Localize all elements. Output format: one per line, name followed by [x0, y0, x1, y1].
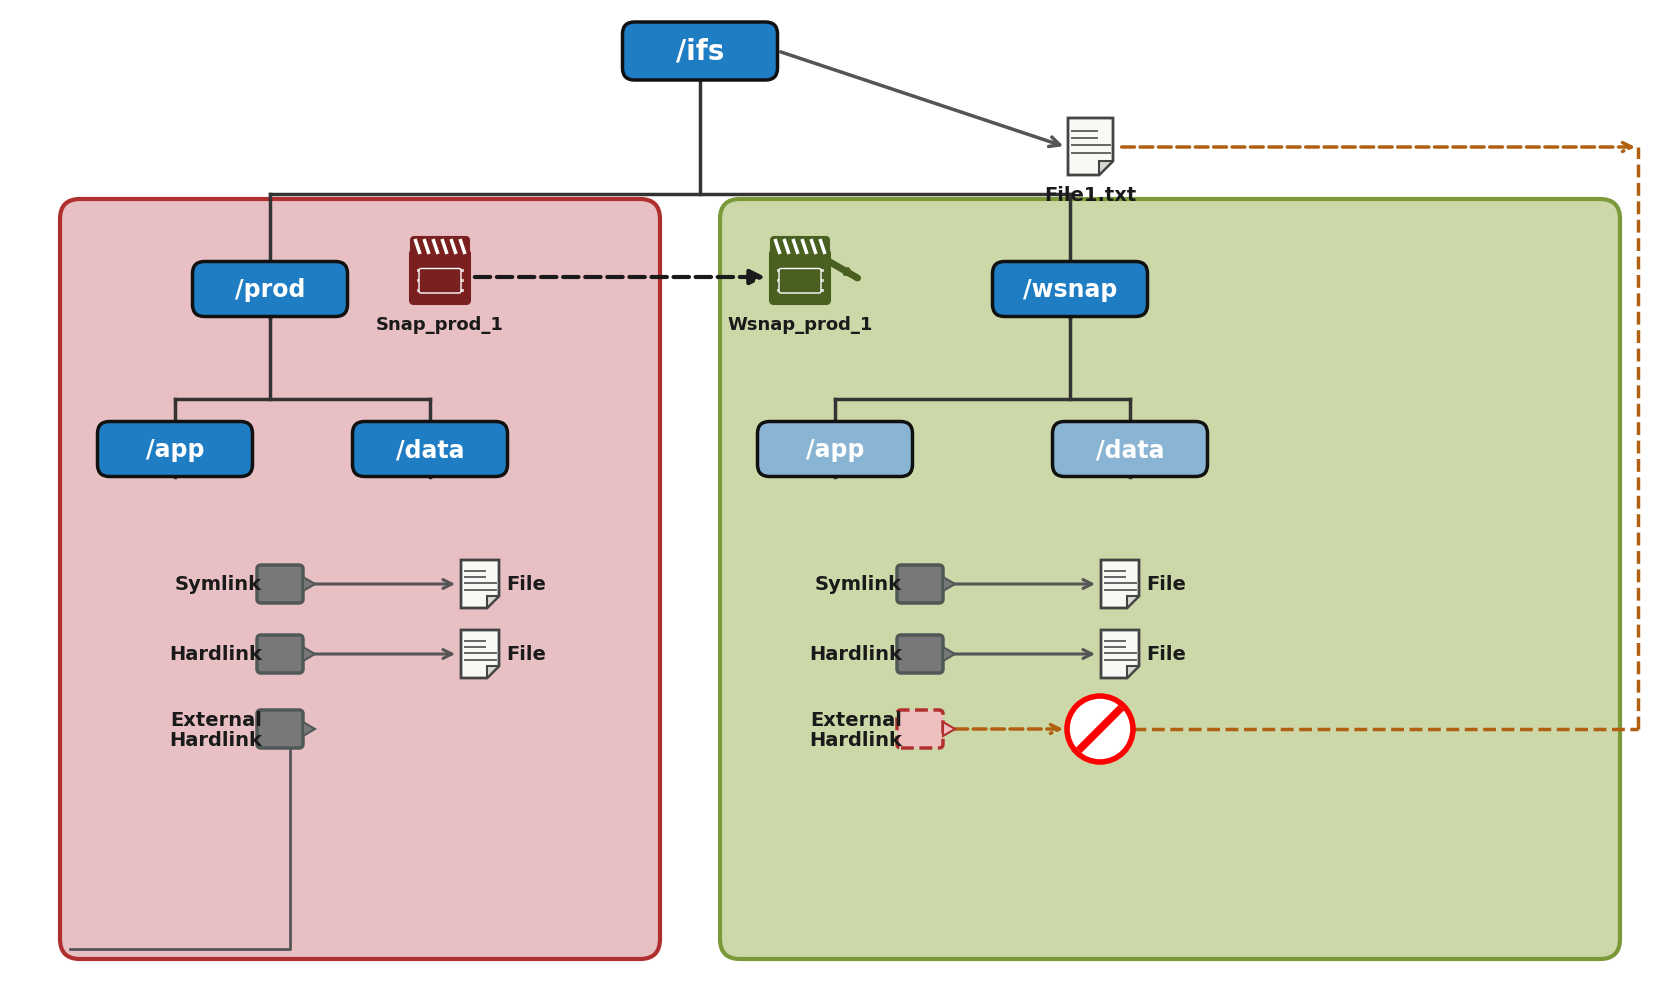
- FancyBboxPatch shape: [411, 237, 469, 256]
- Text: Wsnap_prod_1: Wsnap_prod_1: [728, 316, 873, 334]
- Circle shape: [1067, 696, 1133, 763]
- Polygon shape: [1099, 162, 1114, 175]
- FancyBboxPatch shape: [193, 263, 347, 318]
- Text: External: External: [170, 709, 263, 728]
- FancyBboxPatch shape: [897, 710, 942, 748]
- Polygon shape: [487, 596, 499, 608]
- Polygon shape: [487, 666, 499, 678]
- Polygon shape: [302, 647, 316, 661]
- Polygon shape: [942, 722, 956, 736]
- FancyBboxPatch shape: [897, 565, 942, 603]
- Text: /data: /data: [396, 438, 464, 462]
- Text: File1.txt: File1.txt: [1044, 185, 1137, 204]
- Text: /app: /app: [806, 438, 864, 462]
- Polygon shape: [1127, 666, 1138, 678]
- FancyBboxPatch shape: [779, 270, 821, 294]
- FancyBboxPatch shape: [623, 23, 778, 81]
- Text: File: File: [505, 645, 545, 664]
- Polygon shape: [1127, 596, 1138, 608]
- Polygon shape: [1069, 119, 1114, 175]
- Text: /app: /app: [146, 438, 204, 462]
- FancyBboxPatch shape: [352, 422, 507, 477]
- Text: Hardlink: Hardlink: [809, 645, 902, 664]
- FancyBboxPatch shape: [771, 237, 829, 256]
- Text: /ifs: /ifs: [676, 38, 725, 66]
- FancyBboxPatch shape: [258, 565, 302, 603]
- FancyBboxPatch shape: [258, 710, 302, 748]
- Polygon shape: [1100, 560, 1138, 608]
- Polygon shape: [460, 630, 499, 678]
- FancyBboxPatch shape: [992, 263, 1147, 318]
- Text: Hardlink: Hardlink: [170, 645, 263, 664]
- Polygon shape: [942, 577, 956, 591]
- Text: File: File: [1147, 575, 1187, 594]
- Text: /wsnap: /wsnap: [1022, 278, 1117, 302]
- Text: File: File: [1147, 645, 1187, 664]
- FancyBboxPatch shape: [770, 250, 829, 305]
- Text: File: File: [505, 575, 545, 594]
- FancyBboxPatch shape: [258, 635, 302, 673]
- FancyBboxPatch shape: [60, 199, 660, 959]
- FancyBboxPatch shape: [897, 635, 942, 673]
- Text: Symlink: Symlink: [175, 575, 263, 594]
- Text: Hardlink: Hardlink: [809, 729, 902, 748]
- Polygon shape: [302, 722, 316, 736]
- FancyBboxPatch shape: [720, 199, 1620, 959]
- Text: External: External: [809, 709, 902, 728]
- FancyBboxPatch shape: [1052, 422, 1208, 477]
- Text: /data: /data: [1095, 438, 1165, 462]
- Polygon shape: [460, 560, 499, 608]
- FancyBboxPatch shape: [419, 270, 460, 294]
- Polygon shape: [302, 577, 316, 591]
- Polygon shape: [942, 647, 956, 661]
- Text: Hardlink: Hardlink: [170, 729, 263, 748]
- Polygon shape: [1100, 630, 1138, 678]
- Text: Symlink: Symlink: [814, 575, 902, 594]
- Text: /prod: /prod: [234, 278, 306, 302]
- FancyBboxPatch shape: [98, 422, 253, 477]
- Text: Snap_prod_1: Snap_prod_1: [376, 316, 504, 334]
- FancyBboxPatch shape: [758, 422, 912, 477]
- FancyBboxPatch shape: [411, 250, 470, 305]
